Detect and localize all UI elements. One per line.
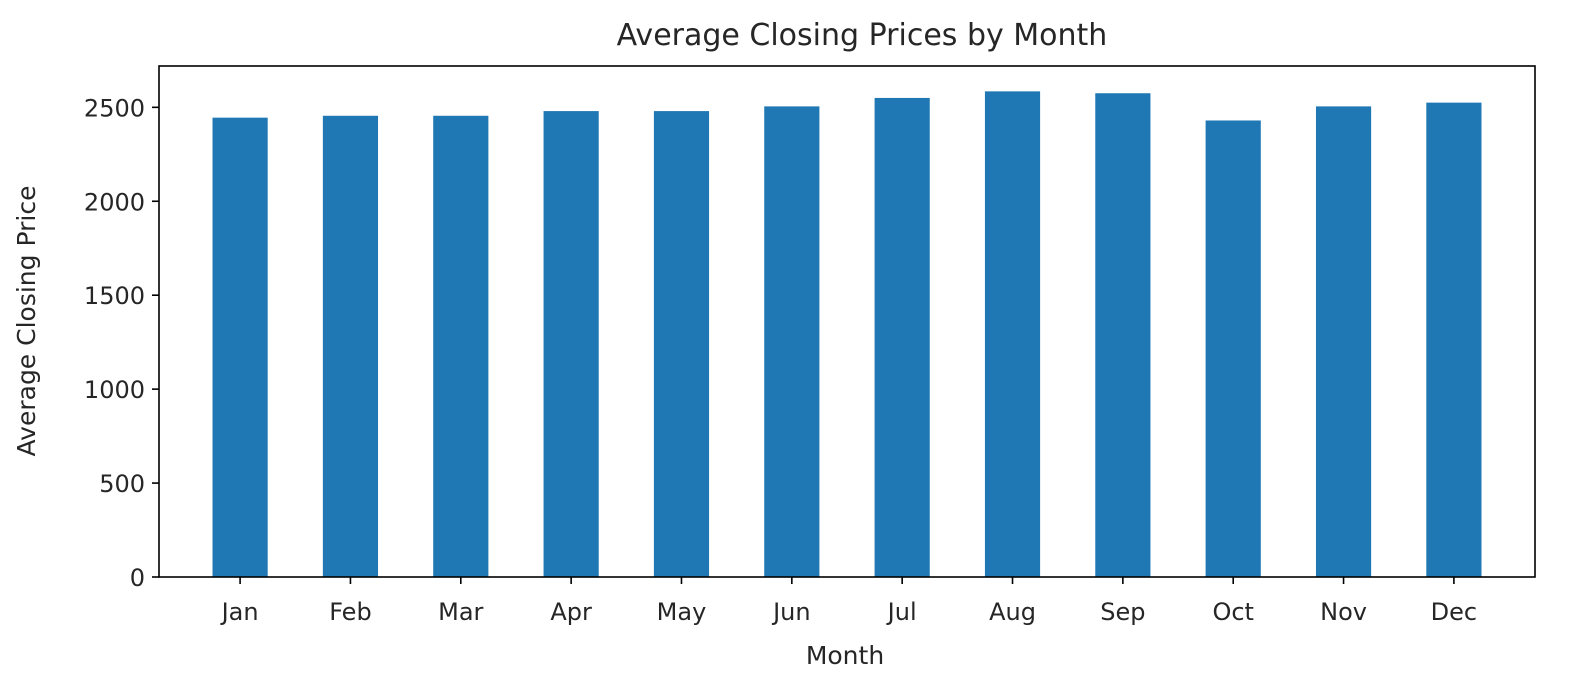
- bar-jun: [764, 106, 820, 577]
- bars-group: [212, 91, 1482, 578]
- plot-frame: [158, 65, 1536, 578]
- chart-title: Average Closing Prices by Month: [617, 18, 1108, 53]
- bar-mar: [433, 115, 489, 577]
- x-tick-label: Jan: [220, 598, 259, 626]
- y-tick-label: 1000: [84, 376, 145, 404]
- bar-may: [653, 111, 710, 577]
- y-tick-label: 0: [130, 564, 145, 592]
- x-tick-label: Aug: [989, 598, 1036, 626]
- x-tick-label: Oct: [1212, 598, 1254, 626]
- bar-oct: [1205, 120, 1261, 577]
- bar-nov: [1315, 106, 1372, 577]
- x-tick-label: Jul: [886, 598, 917, 626]
- bar-aug: [984, 91, 1041, 578]
- x-tick-label: Mar: [438, 598, 483, 626]
- x-tick-label: Dec: [1431, 598, 1477, 626]
- bar-apr: [543, 111, 599, 577]
- y-tick-label: 500: [99, 470, 145, 498]
- x-axis-ticks: Jan Feb Mar Apr May Jun Jul Aug Sep Oct Nov Dec: [220, 577, 1477, 626]
- y-axis-label: Average Closing Price: [12, 186, 41, 457]
- x-axis-label: Month: [806, 641, 884, 670]
- bar-jan: [212, 117, 268, 577]
- bar-dec: [1426, 102, 1482, 577]
- bar-sep: [1095, 93, 1151, 578]
- x-tick-label: Jun: [771, 598, 811, 626]
- x-tick-label: Apr: [550, 598, 592, 626]
- y-tick-label: 1500: [84, 282, 145, 310]
- bar-feb: [322, 115, 379, 577]
- y-tick-label: 2000: [84, 188, 145, 216]
- y-tick-label: 2500: [84, 94, 145, 122]
- x-tick-label: May: [657, 598, 707, 626]
- x-tick-label: Feb: [329, 598, 372, 626]
- bar-jul: [874, 97, 930, 577]
- y-axis-ticks: 0 500 1000 1500 2000 2500: [84, 94, 159, 592]
- x-tick-label: Nov: [1320, 598, 1367, 626]
- x-tick-label: Sep: [1100, 598, 1145, 626]
